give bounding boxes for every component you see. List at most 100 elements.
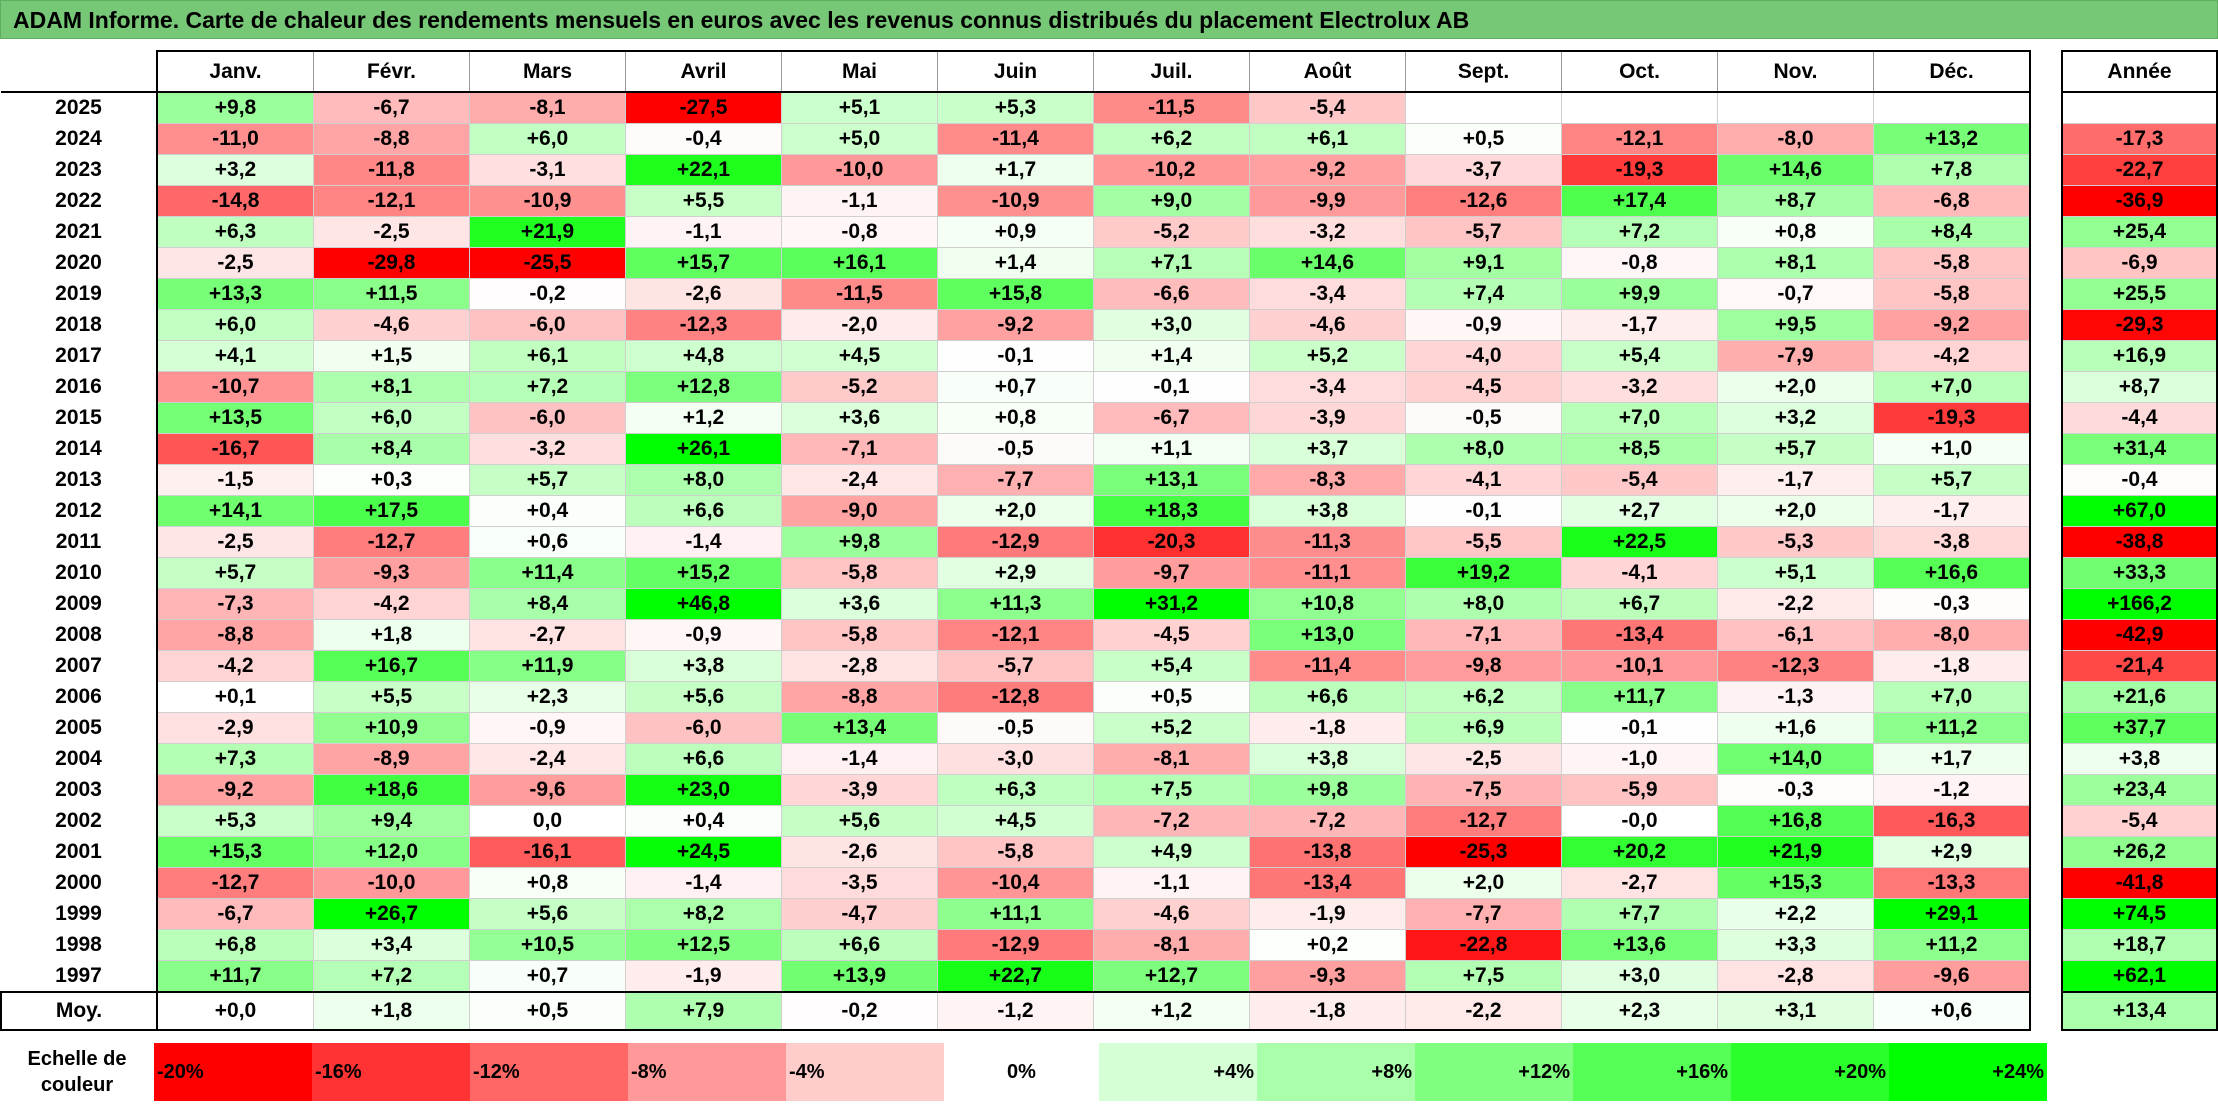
heatmap-cell: -16,7 xyxy=(156,433,314,465)
year-label: 2015 xyxy=(55,406,102,429)
heatmap-cell: -11,4 xyxy=(937,123,1094,155)
table-row: 2016 -10,7 +8,1 +7,2 +12,8 -5,2 +0,7 -0,1 -3,4 -4… xyxy=(1,371,2031,403)
annual-cell: -0,4 xyxy=(2061,464,2218,496)
heatmap-cell: -12,9 xyxy=(937,929,1094,961)
heatmap-cell: +13,2 xyxy=(1873,123,2031,155)
heatmap-cell: -10,0 xyxy=(313,867,470,899)
table-row: 2014 -16,7 +8,4 -3,2 +26,1 -7,1 -0,5 +1,1 +3,7 +8… xyxy=(1,433,2031,465)
heatmap-cell: -2,6 xyxy=(625,278,782,310)
heatmap-cell: -9,2 xyxy=(937,309,1094,341)
annual-row: +23,4 xyxy=(2061,774,2218,806)
heatmap-cell: -0,9 xyxy=(1405,309,1562,341)
heatmap-cell: +9,0 xyxy=(1093,185,1250,217)
table-row: 1998 +6,8 +3,4 +10,5 +12,5 +6,6 -12,9 -8,1 +0,2-… xyxy=(1,929,2031,961)
heatmap-cell: +2,0 xyxy=(1717,371,1874,403)
year-label: 2020 xyxy=(55,251,102,274)
heatmap-cell: -1,3 xyxy=(1717,681,1874,713)
heatmap-cell: +3,6 xyxy=(781,588,938,620)
annual-row: -38,8 xyxy=(2061,526,2218,558)
heatmap-cell: +5,3 xyxy=(156,805,314,837)
heatmap-cell: -2,4 xyxy=(469,743,626,775)
heatmap-cell: -7,5 xyxy=(1405,774,1562,806)
heatmap-cell: -10,4 xyxy=(937,867,1094,899)
heatmap-cell: +14,0 xyxy=(1717,743,1874,775)
scale-swatch: +4% xyxy=(1099,1043,1257,1101)
corner-cell xyxy=(1,51,157,93)
heatmap-cell: -13,8 xyxy=(1249,836,1406,868)
heatmap-cell: +6,2 xyxy=(1093,123,1250,155)
heatmap-cell: +7,1 xyxy=(1093,247,1250,279)
heatmap-cell: +0,8 xyxy=(1717,216,1874,248)
heatmap-cell: +5,7 xyxy=(469,464,626,496)
heatmap-cell: -7,9 xyxy=(1717,340,1874,372)
year-label: 2004 xyxy=(55,747,102,770)
heatmap-cell: +9,4 xyxy=(313,805,470,837)
scale-swatch: +24% xyxy=(1889,1043,2047,1101)
heatmap-cell: +1,7 xyxy=(937,154,1094,186)
heatmap-cell: -0,3 xyxy=(1873,588,2031,620)
heatmap-cell: -0,1 xyxy=(1561,712,1718,744)
heatmap-cell: -9,6 xyxy=(469,774,626,806)
heatmap-cell: +3,0 xyxy=(1561,960,1718,993)
table-row: 2021 +6,3 -2,5 +21,9 -1,1 -0,8 +0,9 -5,2 -3,2 -5,… xyxy=(1,216,2031,248)
heatmap-cell: +20,2 xyxy=(1561,836,1718,868)
heatmap-cell: -4,7 xyxy=(781,898,938,930)
annual-cell: +74,5 xyxy=(2061,898,2218,930)
table-row: 2004 +7,3 -8,9 -2,4 +6,6 -1,4 -3,0 -8,1 +3,8 -2,5… xyxy=(1,743,2031,775)
heatmap-cell: -1,9 xyxy=(1249,898,1406,930)
heatmap-cell: +10,5 xyxy=(469,929,626,961)
heatmap-cell: -16,3 xyxy=(1873,805,2031,837)
heatmap-cell: +7,0 xyxy=(1561,402,1718,434)
annual-cell: -5,4 xyxy=(2061,805,2218,837)
heatmap-cell: -3,2 xyxy=(469,433,626,465)
heatmap-cell: -12,3 xyxy=(1717,650,1874,682)
heatmap-cell: -2,5 xyxy=(1405,743,1562,775)
year-label: 2001 xyxy=(55,840,102,863)
heatmap-cell: +0,1 xyxy=(156,681,314,713)
heatmap-cell: +0,3 xyxy=(313,464,470,496)
heatmap-cell: +12,8 xyxy=(625,371,782,403)
heatmap-cell: -4,0 xyxy=(1405,340,1562,372)
annual-cell: +18,7 xyxy=(2061,929,2218,961)
annual-cell: +62,1 xyxy=(2061,960,2218,993)
heatmap-cell: +1,8 xyxy=(313,619,470,651)
heatmap-cell: -2,0 xyxy=(781,309,938,341)
heatmap-cell: -1,5 xyxy=(156,464,314,496)
heatmap-cell: -4,5 xyxy=(1093,619,1250,651)
heatmap-cell: -3,0 xyxy=(937,743,1094,775)
heatmap-cell: -7,1 xyxy=(781,433,938,465)
heatmap-cell: +22,1 xyxy=(625,154,782,186)
heatmap-cell: +3,7 xyxy=(1249,433,1406,465)
heatmap-cell: +13,6 xyxy=(1561,929,1718,961)
heatmap-cell: -6,7 xyxy=(1093,402,1250,434)
heatmap-cell: +4,5 xyxy=(781,340,938,372)
annual-cell: +166,2 xyxy=(2061,588,2218,620)
heatmap-cell: -3,9 xyxy=(1249,402,1406,434)
scale-swatch: -12% xyxy=(470,1043,628,1101)
heatmap-cell: -4,6 xyxy=(313,309,470,341)
year-label: 2013 xyxy=(55,468,102,491)
heatmap-cell: +8,4 xyxy=(469,588,626,620)
heatmap-cell: +0,8 xyxy=(937,402,1094,434)
year-label: 2003 xyxy=(55,778,102,801)
annual-row: -41,8 xyxy=(2061,867,2218,899)
heatmap-cell: +11,3 xyxy=(937,588,1094,620)
heatmap-cell: -1,1 xyxy=(625,216,782,248)
heatmap-cell: +46,8 xyxy=(625,588,782,620)
average-cell: -1,2 xyxy=(937,991,1094,1031)
heatmap-cell: -3,4 xyxy=(1249,278,1406,310)
heatmap-cell: -6,8 xyxy=(1873,185,2031,217)
heatmap-cell: +4,5 xyxy=(937,805,1094,837)
table-row: 2022 -14,8 -12,1 -10,9 +5,5 -1,1 -10,9 +9,0 -9,9… xyxy=(1,185,2031,217)
heatmap-cell: +6,6 xyxy=(625,495,782,527)
heatmap-cell: -2,8 xyxy=(781,650,938,682)
scale-swatch: 0% xyxy=(944,1043,1099,1101)
heatmap-cell: +8,7 xyxy=(1717,185,1874,217)
heatmap-cell: +16,1 xyxy=(781,247,938,279)
heatmap-cell: -1,7 xyxy=(1561,309,1718,341)
heatmap-cell: +6,6 xyxy=(781,929,938,961)
heatmap-cell: -8,3 xyxy=(1249,464,1406,496)
column-header: Mai xyxy=(781,50,938,93)
heatmap-cell: -0,5 xyxy=(937,433,1094,465)
heatmap-cell: +18,6 xyxy=(313,774,470,806)
